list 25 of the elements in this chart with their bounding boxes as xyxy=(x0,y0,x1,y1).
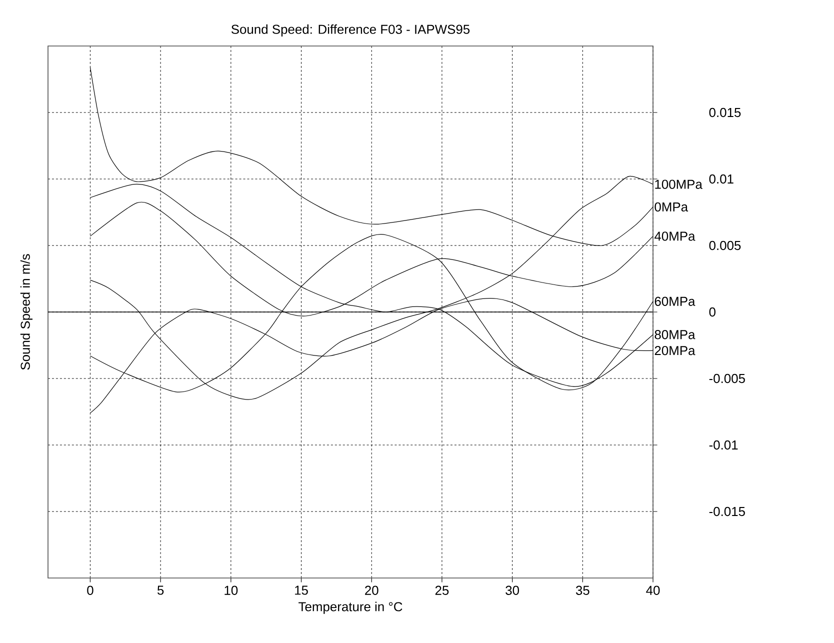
x-tick-label: 5 xyxy=(157,586,164,595)
x-tick-label: 25 xyxy=(435,586,449,595)
series-label: 80MPa xyxy=(654,330,696,340)
x-tick-label: 20 xyxy=(365,586,378,595)
y-axis-title: Sound Speed in m/s xyxy=(20,254,32,370)
y-tick-label: -0.005 xyxy=(709,374,745,384)
series-label: 20MPa xyxy=(654,346,696,356)
legend-label: 100MPa xyxy=(655,180,702,189)
y-tick-label: 0 xyxy=(709,307,716,317)
series-label: 0MPa xyxy=(654,202,688,212)
series-label: 60MPa xyxy=(654,296,696,306)
series-label: 40MPa xyxy=(654,232,696,241)
x-tick-label: 35 xyxy=(576,586,590,595)
y-tick-label: 0.01 xyxy=(709,174,734,184)
x-tick-label: 40 xyxy=(646,586,660,595)
y-tick-label: 0.005 xyxy=(709,240,741,250)
y-tick-label: 0.015 xyxy=(709,108,741,118)
x-tick-label: 30 xyxy=(506,586,520,595)
y-tick-label: -0.015 xyxy=(709,506,745,516)
chart-title: Sound Speed: Difference F03 - IAPWS95 xyxy=(231,24,470,36)
x-tick-label: 15 xyxy=(295,586,308,595)
y-tick-label: -0.01 xyxy=(709,440,738,450)
x-tick-label: 10 xyxy=(224,586,238,595)
x-axis-title: Temperature in °C xyxy=(298,602,402,614)
x-tick-label: 0 xyxy=(87,586,94,595)
